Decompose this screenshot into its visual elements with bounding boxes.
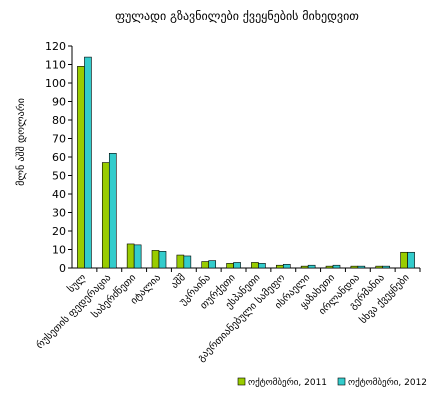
- y-tick-label: 50: [52, 170, 66, 183]
- bar: [101, 162, 110, 269]
- bar: [151, 250, 160, 269]
- y-tick-label: 40: [52, 188, 66, 201]
- bar: [108, 153, 117, 269]
- bar: [158, 251, 167, 269]
- bar: [282, 263, 291, 269]
- legend-label: ოქტომბერი, 2011: [248, 377, 327, 388]
- legend-label: ოქტომბერი, 2012: [348, 377, 427, 388]
- bar: [407, 251, 415, 269]
- bar: [350, 265, 359, 269]
- bar: [133, 244, 142, 269]
- bar: [77, 66, 85, 269]
- bar: [126, 243, 135, 269]
- bar: [325, 265, 334, 269]
- y-tick-label: 70: [52, 133, 66, 146]
- legend: ოქტომბერი, 2011 ოქტომბერი, 2012: [237, 377, 427, 388]
- bar: [357, 265, 366, 269]
- bar: [226, 263, 234, 269]
- bar: [307, 264, 316, 269]
- bar: [400, 251, 408, 269]
- y-tick-label: 110: [45, 59, 66, 72]
- x-tick-label: აშშ: [169, 272, 188, 291]
- bar: [300, 265, 309, 269]
- bar: [275, 264, 284, 269]
- bar: [332, 264, 341, 269]
- y-tick-label: 90: [52, 96, 66, 109]
- bar: [183, 255, 192, 269]
- y-axis-label: მლნ აშშ დოლარი: [15, 98, 27, 186]
- y-tick-label: 30: [52, 207, 66, 220]
- y-tick-label: 0: [59, 262, 66, 275]
- bar: [382, 265, 391, 269]
- bar: [208, 260, 217, 269]
- legend-swatch: [237, 377, 246, 386]
- bar: [251, 262, 259, 269]
- y-tick-label: 100: [45, 77, 66, 90]
- y-tick-label: 80: [52, 114, 66, 127]
- bar: [176, 254, 185, 269]
- y-tick-label: 120: [45, 40, 66, 53]
- y-tick-label: 10: [52, 244, 66, 257]
- bar: [258, 263, 266, 269]
- y-tick-label: 60: [52, 151, 66, 164]
- chart-title: ფულადი გზავნილები ქვეყნების მიხედვით: [115, 9, 359, 23]
- y-tick-label: 20: [52, 225, 66, 238]
- bar: [84, 56, 92, 269]
- legend-swatch: [337, 377, 346, 386]
- bar: [375, 265, 384, 269]
- bar: [233, 262, 241, 269]
- bar: [201, 261, 210, 269]
